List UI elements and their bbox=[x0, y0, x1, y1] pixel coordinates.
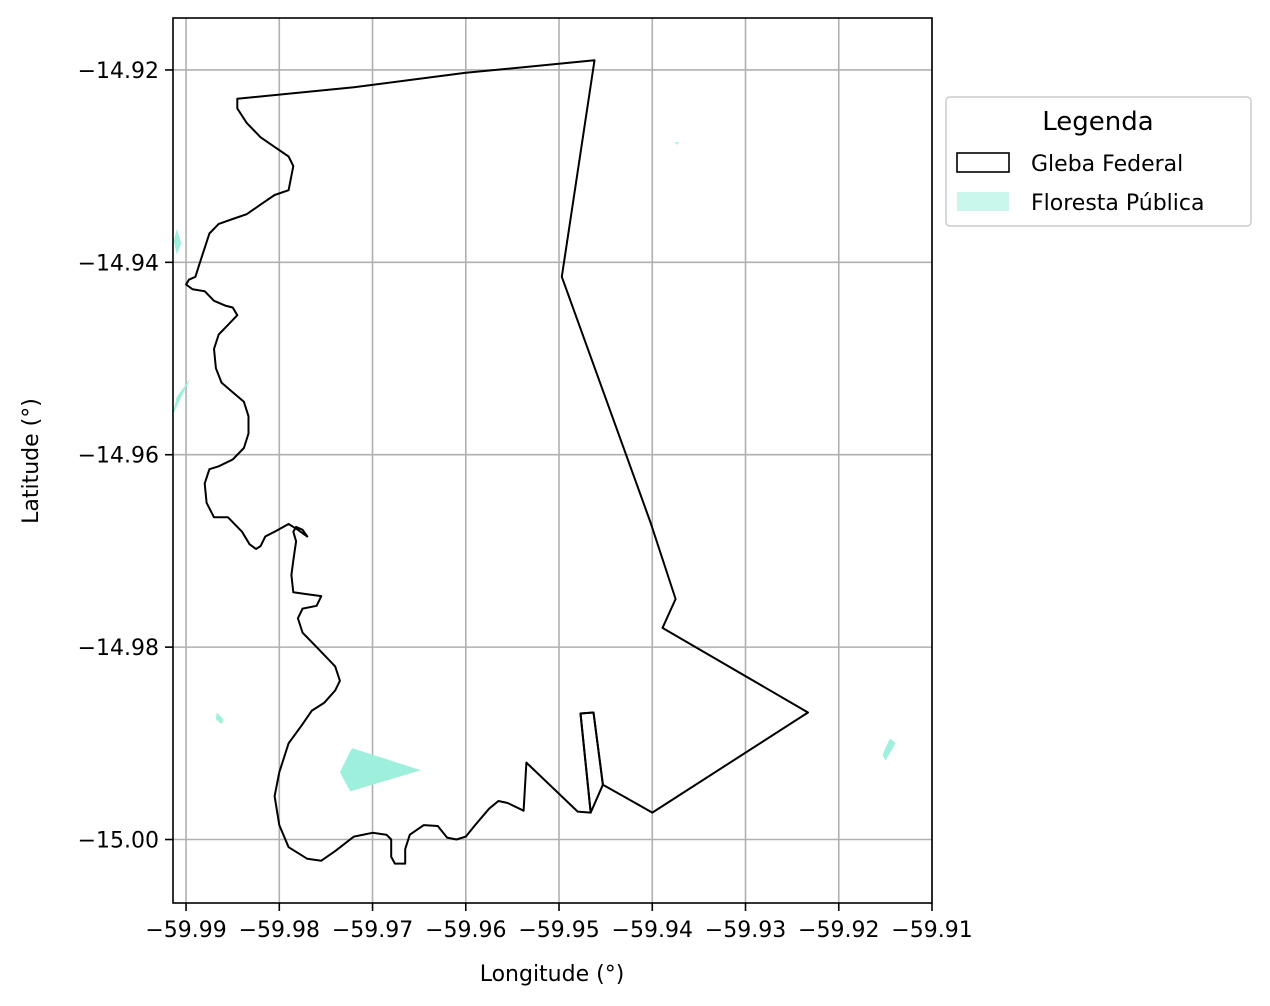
y-tick-label-3: −14.98 bbox=[78, 636, 159, 661]
x-tick-label-5: −59.94 bbox=[612, 918, 693, 943]
y-tick-label-4: −15.00 bbox=[78, 829, 159, 854]
x-tick-label-6: −59.93 bbox=[705, 918, 786, 943]
x-tick-label-4: −59.95 bbox=[518, 918, 599, 943]
floresta-publica-polygon-2 bbox=[172, 377, 191, 417]
floresta-publica-polygon-0 bbox=[339, 748, 421, 792]
legend-box bbox=[945, 96, 1252, 227]
x-tick-label-0: −59.99 bbox=[145, 918, 226, 943]
x-tick-label-1: −59.98 bbox=[239, 918, 320, 943]
legend-label-gleba-federal: Gleba Federal bbox=[1031, 152, 1183, 177]
y-tick-label-0: −14.92 bbox=[78, 59, 159, 84]
legend-swatch-gleba-federal bbox=[956, 152, 1010, 173]
x-tick-label-8: −59.91 bbox=[891, 918, 972, 943]
legend: Legenda Gleba Federal Floresta Pública bbox=[945, 96, 1252, 227]
floresta-publica-polygon-3 bbox=[215, 712, 224, 725]
plot-frame bbox=[172, 17, 933, 904]
plot-background bbox=[173, 18, 932, 903]
floresta-publica-polygon-1 bbox=[173, 228, 182, 255]
legend-title: Legenda bbox=[1042, 107, 1153, 137]
gleba-federal-polygon-0 bbox=[185, 59, 809, 865]
x-tick-label-7: −59.92 bbox=[798, 918, 879, 943]
floresta-publica-polygon-5 bbox=[674, 142, 679, 145]
x-tick-label-2: −59.97 bbox=[332, 918, 413, 943]
legend-label-floresta-publica: Floresta Pública bbox=[1031, 191, 1204, 216]
y-tick-label-1: −14.94 bbox=[78, 251, 159, 276]
x-axis-label: Longitude (°) bbox=[480, 962, 625, 987]
legend-swatch-floresta-publica bbox=[957, 192, 1009, 211]
floresta-publica-polygon-4 bbox=[882, 738, 896, 761]
y-axis-ticks: −14.92 −14.94 −14.96 −14.98 −15.00 bbox=[78, 59, 173, 854]
gleba-federal-layer bbox=[185, 59, 809, 865]
y-tick-label-2: −14.96 bbox=[78, 444, 159, 469]
floresta-publica-layer bbox=[172, 142, 896, 792]
x-axis-ticks: −59.99 −59.98 −59.97 −59.96 −59.95 −59.94 −59.… bbox=[145, 903, 973, 943]
y-axis-label: Latitude (°) bbox=[19, 398, 44, 524]
x-tick-label-3: −59.96 bbox=[425, 918, 506, 943]
gleba-federal-polygon-1 bbox=[579, 711, 604, 814]
